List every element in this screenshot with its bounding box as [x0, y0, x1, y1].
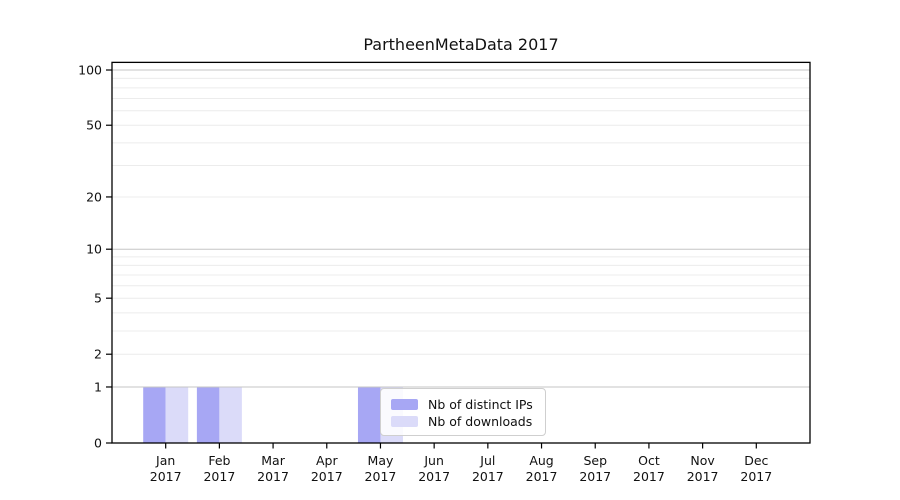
- chart-title: PartheenMetaData 2017: [363, 35, 559, 54]
- y-tick-label: 2: [94, 347, 102, 362]
- y-tick-label: 20: [86, 189, 102, 204]
- legend-swatch-downloads-icon: [391, 416, 418, 427]
- bar-distinct-ips: [143, 386, 166, 443]
- x-tick-label-year: 2017: [311, 469, 343, 484]
- x-tick-label-year: 2017: [579, 469, 611, 484]
- legend-label-distinct-ips: Nb of distinct IPs: [428, 397, 533, 412]
- x-tick-label-month: Dec: [744, 453, 768, 468]
- y-tick-label: 100: [78, 63, 102, 78]
- axis-frame: [111, 61, 811, 444]
- x-tick-label-month: Mar: [261, 453, 285, 468]
- legend-label-downloads: Nb of downloads: [428, 414, 533, 429]
- x-tick-label-year: 2017: [418, 469, 450, 484]
- x-tick-label-month: Nov: [690, 453, 715, 468]
- x-tick-label-year: 2017: [150, 469, 182, 484]
- x-tick-label-year: 2017: [203, 469, 235, 484]
- x-tick-label-month: Feb: [208, 453, 230, 468]
- x-tick-label-year: 2017: [365, 469, 397, 484]
- x-tick-label-year: 2017: [633, 469, 665, 484]
- y-tick-label: 0: [94, 436, 102, 451]
- x-tick-label-month: Sep: [583, 453, 607, 468]
- bar-distinct-ips: [196, 386, 220, 443]
- x-tick-label-month: Oct: [638, 453, 660, 468]
- x-tick-label-year: 2017: [687, 469, 719, 484]
- legend: Nb of distinct IPs Nb of downloads: [380, 388, 546, 436]
- bar-downloads: [165, 386, 189, 443]
- x-tick-label-month: Jun: [423, 453, 444, 468]
- x-tick-label-month: May: [368, 453, 394, 468]
- x-tick-label-month: Jan: [155, 453, 175, 468]
- x-tick-label-year: 2017: [257, 469, 289, 484]
- y-tick-label: 10: [86, 242, 102, 257]
- x-tick-label-month: Apr: [316, 453, 338, 468]
- y-tick-label: 50: [86, 118, 102, 133]
- y-tick-label: 5: [94, 291, 102, 306]
- legend-item-downloads: Nb of downloads: [391, 413, 535, 430]
- x-tick-label-year: 2017: [740, 469, 772, 484]
- legend-swatch-distinct-ips-icon: [391, 399, 418, 410]
- x-tick-label-month: Jul: [479, 453, 495, 468]
- x-tick-label-year: 2017: [472, 469, 504, 484]
- x-tick-label-year: 2017: [526, 469, 558, 484]
- y-tick-label: 1: [94, 379, 102, 394]
- legend-item-distinct-ips: Nb of distinct IPs: [391, 396, 535, 413]
- bar-downloads: [219, 386, 242, 443]
- x-tick-label-month: Aug: [529, 453, 553, 468]
- bar-distinct-ips: [357, 386, 381, 443]
